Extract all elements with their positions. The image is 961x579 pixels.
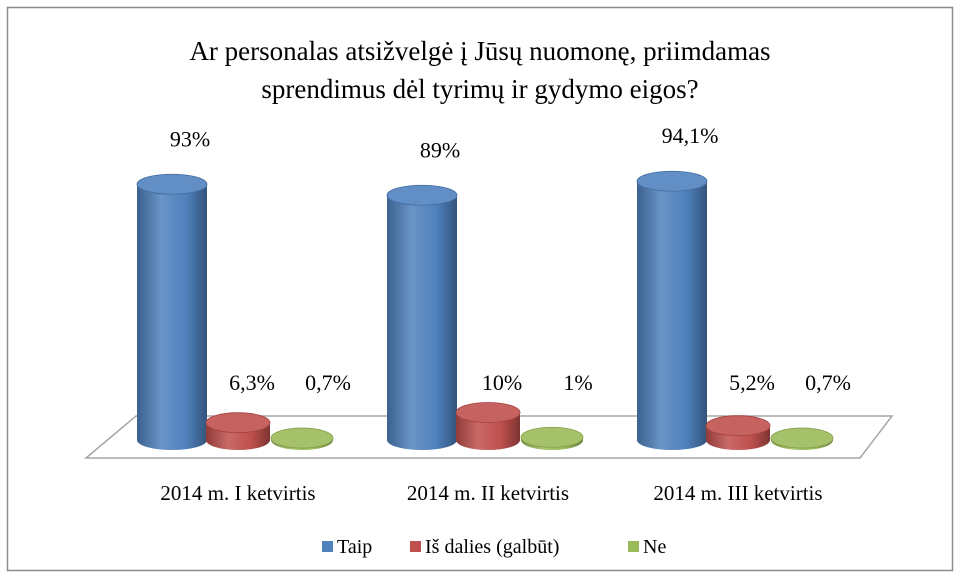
data-label: 0,7% <box>805 370 851 395</box>
data-label: 93% <box>170 126 210 151</box>
cylinder-top <box>386 184 458 206</box>
cylinder <box>387 195 457 450</box>
legend-label: Iš dalies (galbūt) <box>425 536 559 558</box>
cylinder-top <box>770 427 834 449</box>
cylinder-top <box>455 402 521 423</box>
legend-swatch <box>410 541 421 552</box>
data-label: 6,3% <box>229 370 275 395</box>
cylinder-top <box>205 412 271 434</box>
x-tick-label: 2014 m. I ketvirtis <box>160 481 315 505</box>
legend-swatch <box>322 541 333 552</box>
cylinder-top <box>136 173 208 195</box>
cylinder-top <box>520 426 584 448</box>
data-label: 1% <box>563 370 592 395</box>
data-label: 89% <box>420 137 460 162</box>
legend-swatch <box>628 541 639 552</box>
cylinder <box>637 181 707 450</box>
data-label: 94,1% <box>662 123 719 148</box>
cylinder <box>137 184 207 450</box>
data-label: 0,7% <box>305 370 351 395</box>
x-tick-label: 2014 m. III ketvirtis <box>653 481 822 505</box>
cylinder-top <box>636 170 708 192</box>
data-label: 10% <box>482 370 522 395</box>
cylinder <box>456 412 520 450</box>
cylinder-top <box>270 427 334 449</box>
chart-title: sprendimus dėl tyrimų ir gydymo eigos? <box>261 74 698 104</box>
data-label: 5,2% <box>729 370 775 395</box>
legend-label: Ne <box>643 536 666 558</box>
x-tick-label: 2014 m. II ketvirtis <box>407 481 569 505</box>
cylinder-top <box>705 415 771 437</box>
legend-label: Taip <box>337 536 372 558</box>
chart-title: Ar personalas atsižvelgė į Jūsų nuomonę,… <box>189 36 770 66</box>
